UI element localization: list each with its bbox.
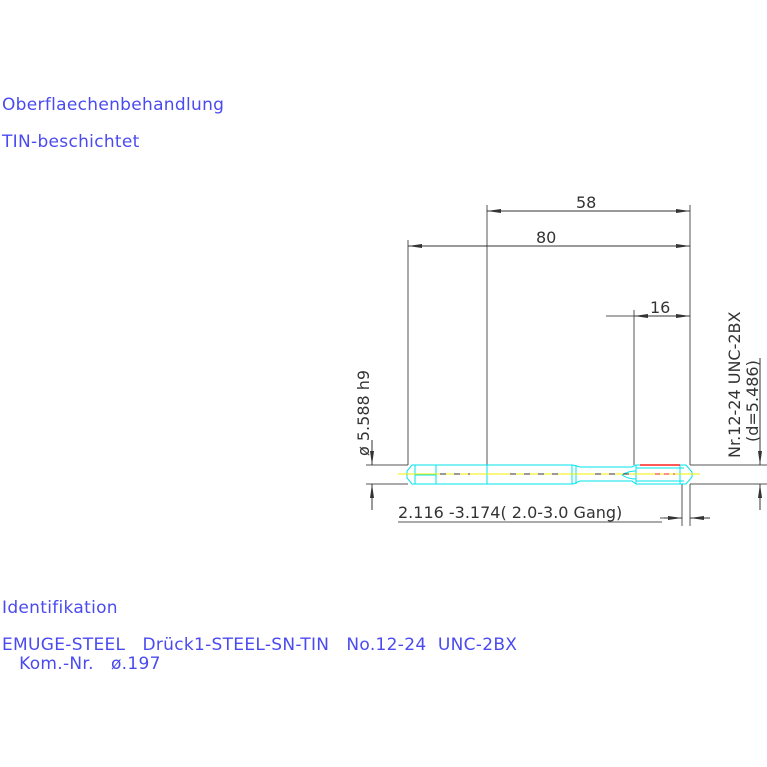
extension-lines: [366, 205, 767, 526]
dimension-lines: [370, 209, 762, 520]
thread-spec-label: Nr.12-24 UNC-2BX: [725, 311, 744, 458]
dim-16-label: 16: [650, 298, 670, 317]
tool-outline: [406, 464, 693, 485]
dim-diameter-label: ø 5.588 h9: [354, 370, 373, 456]
ident-line1: EMUGE-STEEL Drück1-STEEL-SN-TIN No.12-24…: [2, 635, 518, 655]
ident-line2: Kom.-Nr. ø.197: [2, 654, 161, 674]
chamfer-label: 2.116 -3.174( 2.0-3.0 Gang): [398, 503, 622, 522]
dim-80-label: 80: [536, 228, 556, 247]
dim-58-label: 58: [576, 193, 596, 212]
surface-value: TIN-beschichtet: [2, 132, 140, 152]
surface-heading: Oberflaechenbehandlung: [2, 95, 225, 115]
ident-heading: Identifikation: [2, 598, 118, 618]
thread-d-label: (d=5.486): [743, 360, 762, 442]
